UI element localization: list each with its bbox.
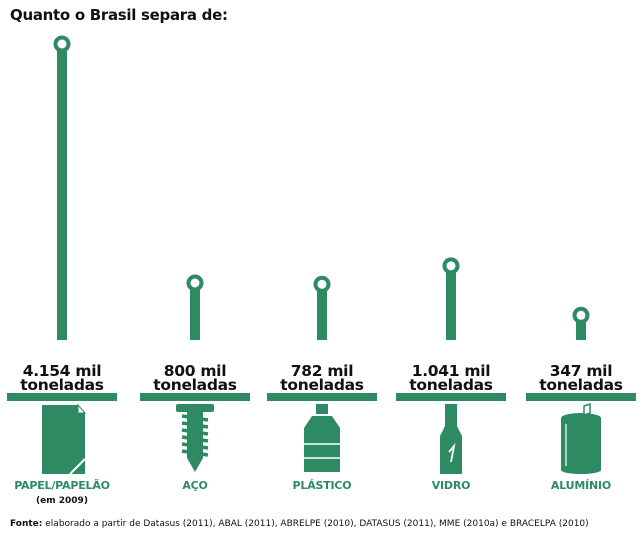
bar-aco bbox=[190, 282, 200, 340]
bar-cap-plastico bbox=[313, 275, 331, 293]
category-note-papel: (em 2009) bbox=[36, 496, 88, 506]
baseline-aluminio bbox=[526, 393, 636, 401]
baseline-vidro bbox=[396, 393, 506, 401]
source-label: Fonte: bbox=[10, 519, 43, 529]
glass-bottle-icon bbox=[440, 404, 462, 474]
category-label-aluminio: ALUMÍNIO bbox=[551, 479, 611, 492]
category-label-plastico: PLÁSTICO bbox=[293, 479, 352, 492]
category-label-aco: AÇO bbox=[182, 479, 207, 492]
bars-layer bbox=[7, 35, 636, 401]
bar-cap-aco bbox=[186, 274, 204, 292]
value-label-plastico: 782 mil bbox=[291, 362, 353, 380]
bar-aluminio bbox=[576, 315, 586, 340]
source-text: elaborado a partir de Datasus (2011), AB… bbox=[45, 519, 589, 529]
icons-layer bbox=[42, 402, 601, 475]
baseline-plastico bbox=[267, 393, 377, 401]
unit-label-aluminio: toneladas bbox=[539, 376, 623, 394]
bar-vidro bbox=[446, 265, 456, 340]
chart-title: Quanto o Brasil separa de: bbox=[10, 6, 228, 24]
screw-icon bbox=[176, 404, 214, 472]
value-label-aco: 800 mil bbox=[164, 362, 226, 380]
source-note: Fonte: elaborado a partir de Datasus (20… bbox=[10, 519, 589, 529]
bar-cap-vidro bbox=[442, 257, 460, 275]
bar-cap-papel bbox=[53, 35, 71, 53]
unit-label-papel: toneladas bbox=[20, 376, 104, 394]
value-label-aluminio: 347 mil bbox=[550, 362, 612, 380]
paper-icon bbox=[42, 403, 87, 475]
unit-label-vidro: toneladas bbox=[409, 376, 493, 394]
category-label-papel: PAPEL/PAPELÃO bbox=[14, 479, 110, 492]
bar-cap-aluminio bbox=[572, 306, 590, 324]
bar-papel bbox=[57, 44, 67, 340]
plastic-bottle-icon bbox=[304, 404, 340, 472]
value-label-papel: 4.154 mil bbox=[23, 362, 102, 380]
bar-plastico bbox=[317, 284, 327, 340]
category-label-vidro: VIDRO bbox=[432, 479, 471, 492]
value-label-vidro: 1.041 mil bbox=[412, 362, 491, 380]
aluminum-can-icon bbox=[561, 402, 601, 474]
unit-label-aco: toneladas bbox=[153, 376, 237, 394]
unit-label-plastico: toneladas bbox=[280, 376, 364, 394]
baseline-aco bbox=[140, 393, 250, 401]
baseline-papel bbox=[7, 393, 117, 401]
